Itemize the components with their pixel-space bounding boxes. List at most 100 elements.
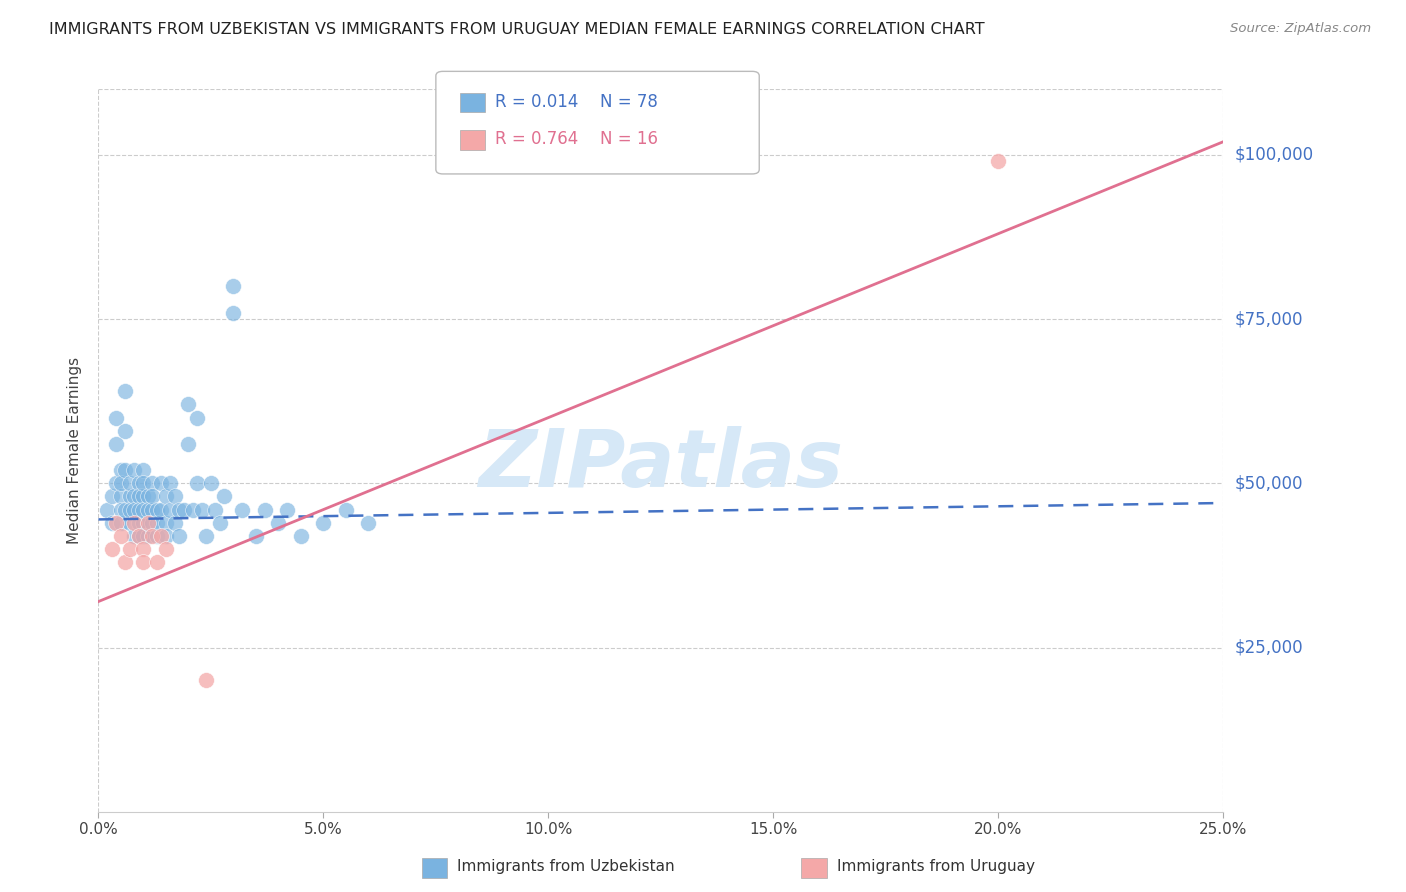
Point <box>173 502 195 516</box>
Text: $75,000: $75,000 <box>1234 310 1303 328</box>
Point <box>155 529 177 543</box>
Point <box>101 541 124 556</box>
Point <box>222 279 245 293</box>
Point <box>267 516 290 530</box>
Point <box>159 502 181 516</box>
Point <box>335 502 357 516</box>
Point <box>128 502 150 516</box>
Point <box>114 384 136 399</box>
Point <box>124 516 146 530</box>
Point <box>186 476 208 491</box>
Point <box>150 502 173 516</box>
Point <box>204 502 226 516</box>
Point <box>146 516 169 530</box>
Point <box>105 516 128 530</box>
Point <box>110 476 132 491</box>
Point <box>312 516 335 530</box>
Text: $25,000: $25,000 <box>1234 639 1303 657</box>
Point <box>114 502 136 516</box>
Point <box>128 476 150 491</box>
Point <box>177 437 200 451</box>
Text: Source: ZipAtlas.com: Source: ZipAtlas.com <box>1230 22 1371 36</box>
Point <box>132 476 155 491</box>
Point <box>163 516 186 530</box>
Point <box>186 410 208 425</box>
Text: R = 0.764: R = 0.764 <box>495 130 578 148</box>
Point <box>141 476 163 491</box>
Point <box>118 516 141 530</box>
Point <box>141 490 163 504</box>
Point <box>169 502 191 516</box>
Point <box>124 529 146 543</box>
Point <box>110 463 132 477</box>
Point <box>118 476 141 491</box>
Point <box>96 502 118 516</box>
Point <box>253 502 276 516</box>
Point <box>159 476 181 491</box>
Point <box>231 502 253 516</box>
Point <box>276 502 298 516</box>
Point <box>136 529 159 543</box>
Point <box>132 490 155 504</box>
Point <box>110 529 132 543</box>
Point <box>195 673 218 688</box>
Point <box>357 516 380 530</box>
Point <box>195 529 218 543</box>
Point <box>290 529 312 543</box>
Point <box>101 516 124 530</box>
Point <box>146 555 169 569</box>
Text: Immigrants from Uruguay: Immigrants from Uruguay <box>837 859 1035 873</box>
Point <box>141 516 163 530</box>
Point <box>128 490 150 504</box>
Point <box>128 529 150 543</box>
Point <box>208 516 231 530</box>
Point <box>150 476 173 491</box>
Point <box>181 502 204 516</box>
Point <box>150 529 173 543</box>
Point <box>132 502 155 516</box>
Point <box>200 476 222 491</box>
Point <box>128 516 150 530</box>
Point <box>245 529 267 543</box>
Y-axis label: Median Female Earnings: Median Female Earnings <box>67 357 83 544</box>
Point <box>105 476 128 491</box>
Text: $100,000: $100,000 <box>1234 146 1313 164</box>
Point <box>136 502 159 516</box>
Point <box>110 490 132 504</box>
Point <box>118 490 141 504</box>
Point <box>141 529 163 543</box>
Point <box>191 502 214 516</box>
Point <box>141 502 163 516</box>
Text: ZIPatlas: ZIPatlas <box>478 425 844 504</box>
Point <box>146 529 169 543</box>
Text: Immigrants from Uzbekistan: Immigrants from Uzbekistan <box>457 859 675 873</box>
Point <box>155 490 177 504</box>
Point <box>132 555 155 569</box>
Point <box>118 502 141 516</box>
Point <box>132 529 155 543</box>
Point <box>124 490 146 504</box>
Point <box>124 463 146 477</box>
Point <box>987 154 1010 169</box>
Point <box>118 541 141 556</box>
Point <box>132 516 155 530</box>
Point <box>101 490 124 504</box>
Text: R = 0.014: R = 0.014 <box>495 93 578 111</box>
Text: IMMIGRANTS FROM UZBEKISTAN VS IMMIGRANTS FROM URUGUAY MEDIAN FEMALE EARNINGS COR: IMMIGRANTS FROM UZBEKISTAN VS IMMIGRANTS… <box>49 22 984 37</box>
Point <box>146 502 169 516</box>
Point <box>132 463 155 477</box>
Point <box>114 424 136 438</box>
Point <box>114 555 136 569</box>
Point <box>222 305 245 319</box>
Text: N = 16: N = 16 <box>600 130 658 148</box>
Point <box>128 529 150 543</box>
Point <box>110 502 132 516</box>
Point <box>155 516 177 530</box>
Point <box>124 502 146 516</box>
Point <box>114 463 136 477</box>
Point <box>155 541 177 556</box>
Point <box>136 516 159 530</box>
Point <box>105 437 128 451</box>
Point <box>132 541 155 556</box>
Text: N = 78: N = 78 <box>600 93 658 111</box>
